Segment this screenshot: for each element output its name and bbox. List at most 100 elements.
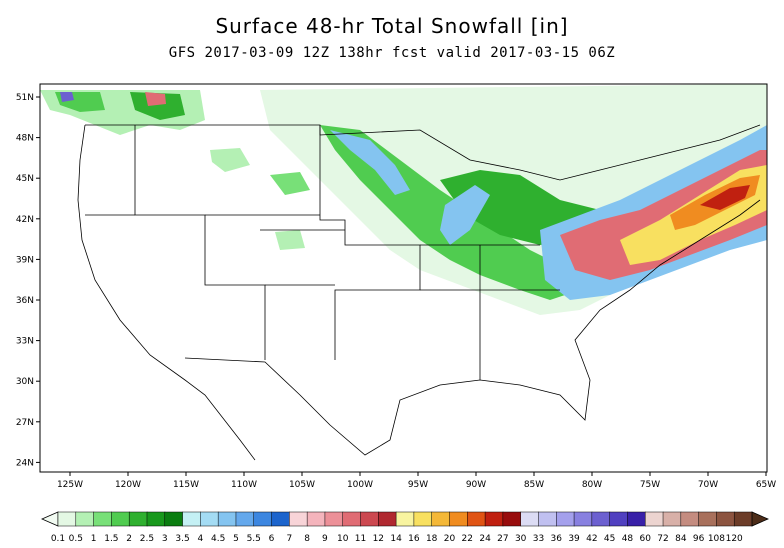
snow-area-northeast-red — [560, 150, 767, 280]
colorbar-label: 1.5 — [104, 534, 118, 544]
colorbar-swatch — [716, 511, 735, 527]
map-subtitle: GFS 2017-03-09 12Z 138hr fcst valid 2017… — [168, 45, 616, 61]
lat-label: 42N — [16, 215, 34, 225]
colorbar-label: 33 — [533, 534, 544, 544]
colorbar-swatch — [733, 511, 753, 527]
colorbar-swatch — [573, 511, 593, 527]
colorbar-swatch — [609, 511, 628, 527]
colorbar-swatch — [360, 511, 379, 527]
colorbar-label: 11 — [355, 534, 366, 544]
colorbar-label: 30 — [515, 534, 527, 544]
snow-area-iowa-blue — [440, 185, 490, 245]
colorbar-swatch — [449, 511, 468, 527]
pacific-coastline — [77, 124, 256, 461]
colorbar — [41, 511, 769, 527]
colorbar-swatch — [591, 511, 611, 527]
colorbar-swatch — [253, 511, 273, 527]
colorbar-label: 84 — [675, 534, 687, 544]
colorbar-label: 27 — [497, 534, 508, 544]
colorbar-swatch — [484, 511, 504, 527]
lon-label: 65W — [756, 480, 776, 490]
colorbar-label: 120 — [726, 534, 743, 544]
colorbar-label: 2 — [126, 534, 132, 544]
colorbar-label: 16 — [408, 534, 420, 544]
colorbar-label: 60 — [640, 534, 652, 544]
colorbar-swatch — [644, 511, 664, 527]
colorbar-label: 5.5 — [247, 534, 261, 544]
colorbar-label: 10 — [337, 534, 349, 544]
colorbar-swatch — [271, 511, 290, 527]
colorbar-swatch — [289, 511, 308, 527]
colorbar-label: 18 — [426, 534, 438, 544]
colorbar-swatch — [111, 511, 130, 527]
snowfall-field — [40, 84, 767, 315]
lon-label: 125W — [57, 480, 83, 490]
snow-area-northeast-peak — [700, 185, 750, 210]
lat-label: 48N — [16, 134, 34, 144]
lon-label: 110W — [231, 480, 257, 490]
colorbar-swatch — [93, 511, 112, 527]
colorbar-label: 3.5 — [175, 534, 189, 544]
colorbar-swatch — [395, 511, 415, 527]
colorbar-label: 48 — [622, 534, 634, 544]
colorbar-swatch — [662, 511, 682, 527]
colorbar-swatch — [502, 511, 522, 527]
lon-label: 80W — [582, 480, 602, 490]
lon-label: 95W — [408, 480, 428, 490]
colorbar-swatch — [306, 511, 326, 527]
colorbar-label: 1 — [91, 534, 97, 544]
colorbar-swatch — [182, 511, 201, 527]
snow-peak-cascades — [60, 92, 74, 102]
lat-label: 24N — [16, 458, 34, 468]
lon-label: 90W — [466, 480, 486, 490]
colorbar-label: 4.5 — [211, 534, 225, 544]
lat-label: 45N — [16, 174, 34, 184]
map-title: Surface 48-hr Total Snowfall [in] — [215, 14, 569, 38]
colorbar-label: 2.5 — [140, 534, 154, 544]
colorbar-swatch — [556, 511, 575, 527]
lat-label: 27N — [16, 418, 34, 428]
lon-label: 120W — [115, 480, 141, 490]
boundaries — [77, 124, 761, 461]
colorbar-label: 8 — [304, 534, 310, 544]
colorbar-label: 42 — [586, 534, 597, 544]
colorbar-label: 108 — [708, 534, 725, 544]
lon-label: 100W — [347, 480, 373, 490]
colorbar-label: 39 — [568, 534, 580, 544]
lon-label: 70W — [698, 480, 718, 490]
colorbar-swatch — [235, 511, 255, 527]
lat-label: 30N — [16, 377, 34, 387]
colorbar-swatch — [378, 511, 397, 527]
colorbar-swatch — [75, 511, 95, 527]
snow-area-colorado — [275, 230, 305, 250]
colorbar-label: 24 — [479, 534, 491, 544]
colorbar-swatch — [680, 511, 700, 527]
colorbar-label: 45 — [604, 534, 615, 544]
colorbar-swatch — [217, 511, 237, 527]
gulf-atlantic-coastline — [184, 199, 761, 456]
lon-label: 75W — [640, 480, 660, 490]
colorbar-swatch — [698, 511, 717, 527]
colorbar-label: 36 — [551, 534, 563, 544]
lat-label: 51N — [16, 93, 34, 103]
colorbar-swatch — [538, 511, 557, 527]
lat-label: 36N — [16, 296, 34, 306]
lon-label: 85W — [524, 480, 544, 490]
state-lines-misc — [85, 214, 560, 380]
colorbar-labels: 0.1 0.5 1 1.5 2 2.5 3 3.5 4 4.5 5 5.5 6 7 8 9 10 11 12 14 16… — [51, 534, 743, 544]
colorbar-label: 9 — [322, 534, 328, 544]
state-lines-west — [134, 125, 266, 360]
colorbar-swatch — [128, 511, 148, 527]
map-frame — [39, 83, 768, 473]
colorbar-label: 12 — [373, 534, 384, 544]
colorbar-swatch — [57, 511, 77, 527]
colorbar-label: 22 — [462, 534, 473, 544]
lon-label: 115W — [173, 480, 199, 490]
colorbar-label: 14 — [390, 534, 402, 544]
lat-label: 33N — [16, 337, 34, 347]
colorbar-swatch — [324, 511, 344, 527]
lon-label: 105W — [289, 480, 315, 490]
colorbar-label: 96 — [693, 534, 705, 544]
colorbar-label: 4 — [197, 534, 203, 544]
